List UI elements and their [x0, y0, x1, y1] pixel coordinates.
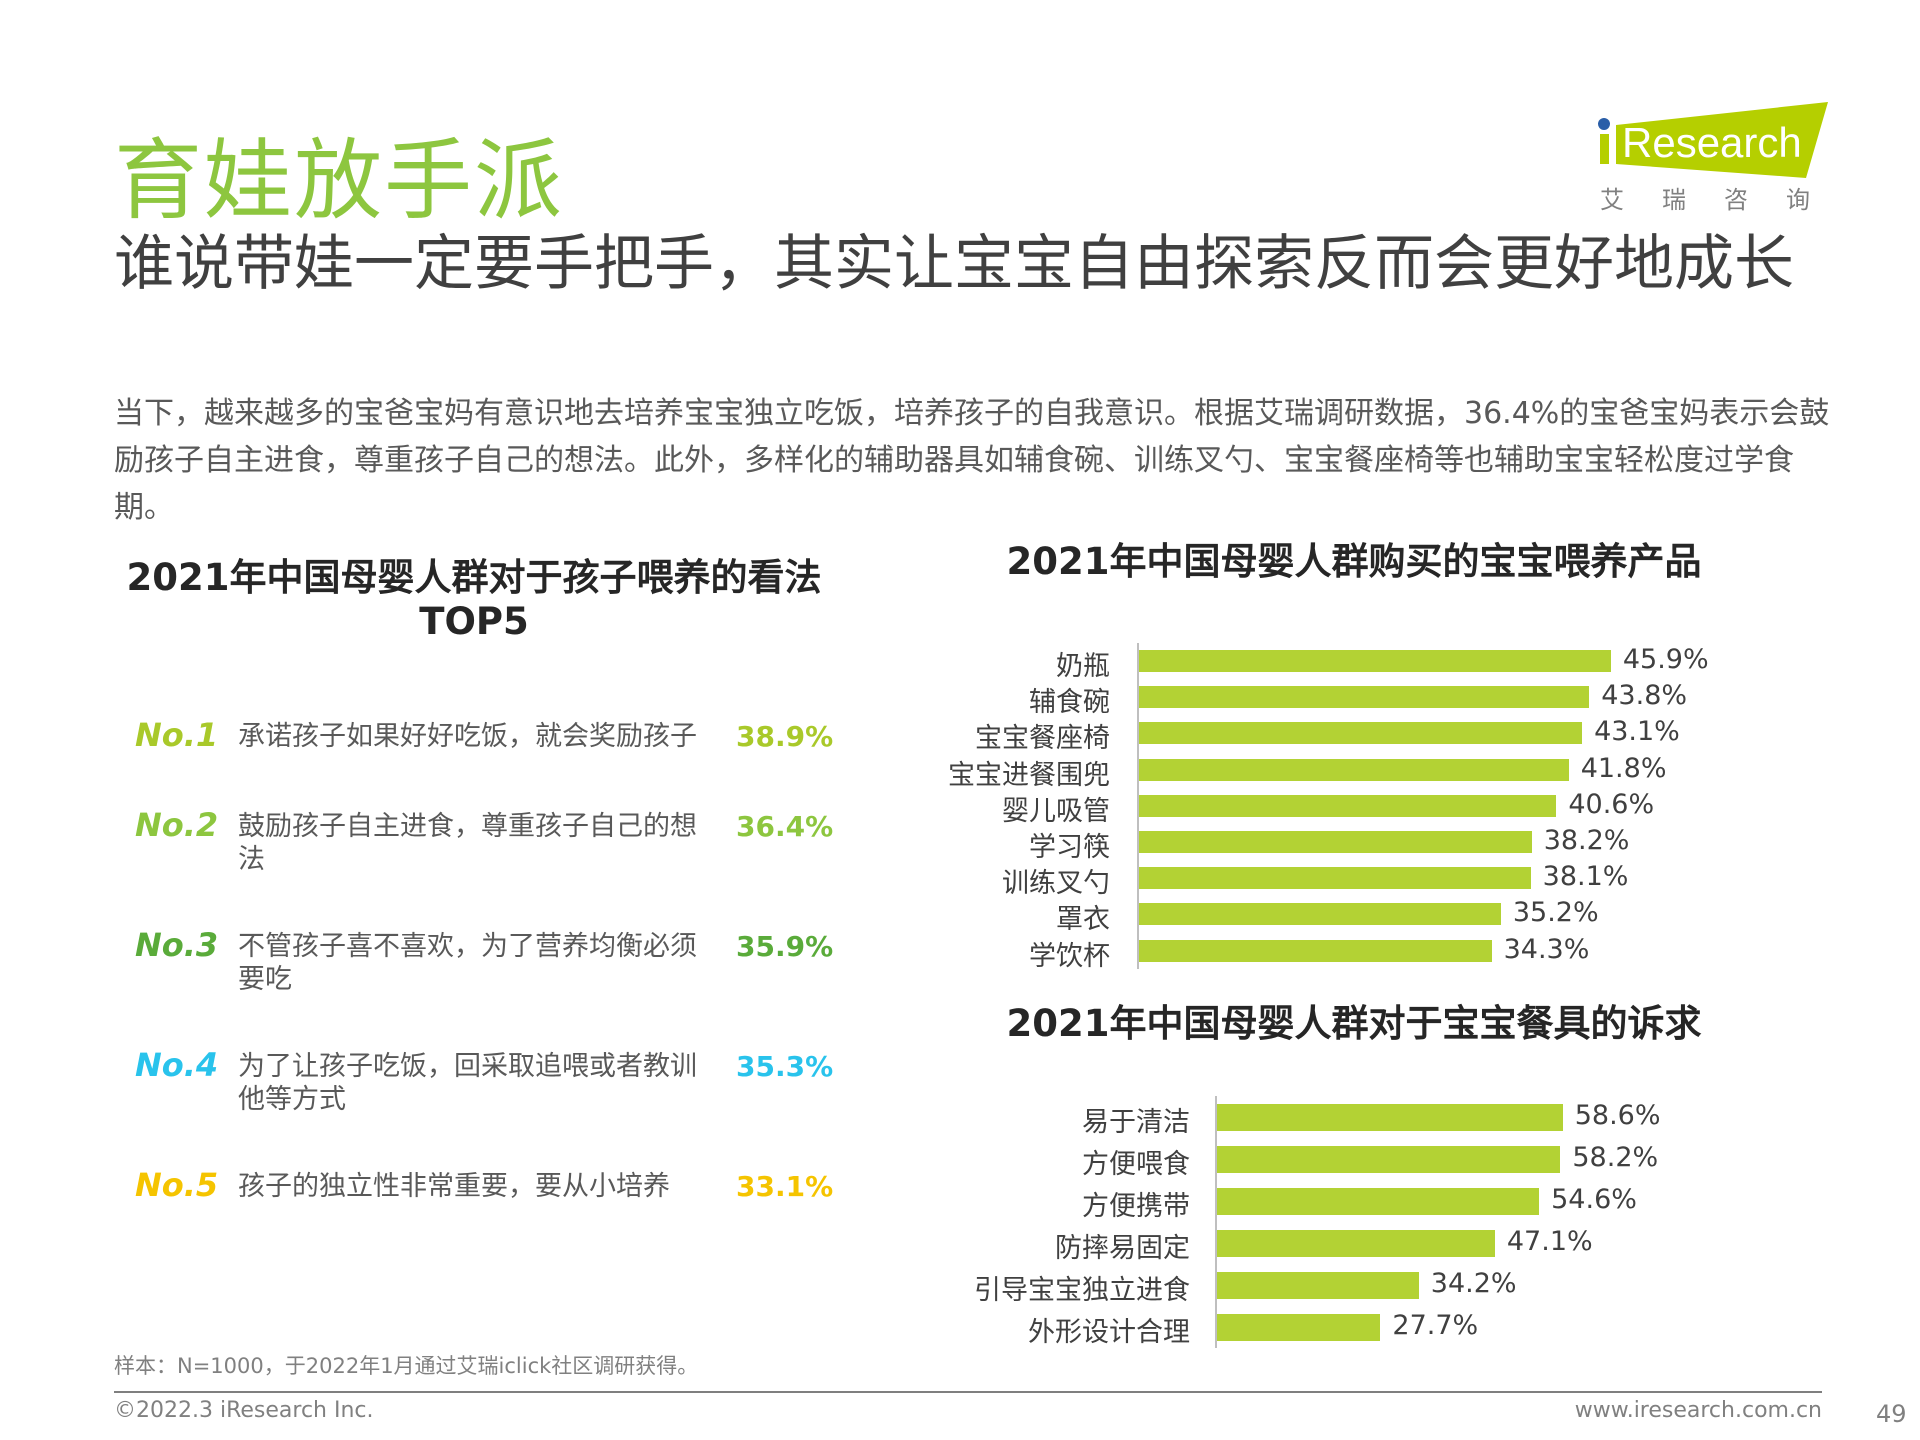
rank-label: No.5 [135, 1166, 219, 1204]
bar [1139, 794, 1557, 817]
opinion-text: 承诺孩子如果好好吃饭，就会奖励孩子 [238, 721, 697, 752]
intro-paragraph: 当下，越来越多的宝爸宝妈有意识地去培养宝宝独立吃饭，培养孩子的自我意识。根据艾瑞… [114, 396, 1830, 525]
bar [1139, 758, 1569, 781]
opinion-percent: 35.9% [736, 930, 834, 963]
category-label: 奶瓶 [1056, 651, 1110, 682]
bar [1217, 1187, 1540, 1215]
category-label: 宝宝进餐围兜 [948, 759, 1110, 791]
value-label: 38.1% [1542, 861, 1629, 893]
bar [1217, 1103, 1563, 1131]
category-label: 辅食碗 [1029, 687, 1110, 719]
sample-note: 样本：N=1000，于2022年1月通过艾瑞iclick社区调研获得。 [114, 1354, 699, 1378]
value-label: 41.8% [1580, 752, 1667, 784]
bar [1139, 903, 1501, 926]
bar [1139, 939, 1492, 962]
opinion-percent: 33.1% [736, 1170, 834, 1203]
value-label: 58.6% [1574, 1100, 1661, 1131]
bar [1217, 1145, 1561, 1173]
category-label: 外形设计合理 [1028, 1317, 1190, 1348]
chart2-axis [1215, 1096, 1217, 1348]
page-title: 育娃放手派 [114, 129, 565, 232]
category-label: 学饮杯 [1029, 940, 1110, 972]
category-label: 防摔易固定 [1055, 1233, 1190, 1264]
copyright: ©2022.3 iResearch Inc. [114, 1398, 374, 1423]
category-label: 宝宝餐座椅 [975, 723, 1110, 755]
value-label: 58.2% [1572, 1142, 1659, 1173]
iresearch-logo: Research 艾瑞咨询 [1596, 100, 1836, 220]
opinion-text: 不管孩子喜不喜欢，为了营养均衡必须要吃 [238, 931, 697, 995]
category-label: 方便喂食 [1082, 1149, 1190, 1180]
value-label: 54.6% [1551, 1184, 1637, 1215]
value-label: 43.1% [1594, 716, 1680, 748]
left-panel-title: 2021年中国母婴人群对于孩子喂养的看法TOP5 [126, 556, 822, 643]
chart1-title: 2021年中国母婴人群购买的宝宝喂养产品 [1006, 540, 1702, 583]
footer-divider [114, 1391, 1822, 1393]
chart2-title: 2021年中国母婴人群对于宝宝餐具的诉求 [1006, 1002, 1702, 1045]
value-label: 47.1% [1506, 1226, 1593, 1257]
category-label: 引导宝宝独立进食 [974, 1275, 1190, 1306]
opinion-percent: 35.3% [736, 1050, 834, 1083]
category-label: 易于清洁 [1082, 1107, 1190, 1138]
category-label: 训练叉勺 [1002, 868, 1110, 900]
category-label: 罩衣 [1056, 904, 1110, 936]
rank-label: No.4 [135, 1046, 219, 1084]
bar [1217, 1229, 1495, 1257]
value-label: 38.2% [1543, 825, 1630, 856]
value-label: 43.8% [1601, 680, 1688, 712]
bar [1217, 1313, 1381, 1341]
value-label: 34.2% [1430, 1268, 1517, 1299]
opinion-text: 鼓励孩子自主进食，尊重孩子自己的想法 [238, 811, 697, 875]
opinion-percent: 38.9% [736, 720, 834, 753]
category-label: 学习筷 [1029, 832, 1110, 863]
svg-text:Research: Research [1622, 119, 1802, 166]
value-label: 34.3% [1503, 933, 1590, 965]
bar [1139, 722, 1583, 745]
value-label: 35.2% [1512, 897, 1599, 929]
chart1-axis [1137, 642, 1139, 969]
rank-label: No.3 [135, 926, 219, 964]
bar [1139, 867, 1531, 890]
page-subtitle: 谁说带娃一定要手把手，其实让宝宝自由探索反而会更好地成长 [114, 229, 1794, 299]
bar [1217, 1271, 1419, 1299]
value-label: 40.6% [1568, 788, 1655, 820]
opinion-text: 为了让孩子吃饭，回采取追喂或者教训他等方式 [238, 1051, 697, 1115]
bar [1139, 686, 1590, 709]
value-label: 45.9% [1622, 644, 1709, 675]
bar [1139, 831, 1532, 853]
bar [1139, 650, 1611, 672]
value-label: 27.7% [1392, 1310, 1479, 1341]
svg-text:艾瑞咨询: 艾瑞咨询 [1600, 186, 1836, 214]
website-url: www.iresearch.com.cn [1574, 1398, 1822, 1423]
category-label: 婴儿吸管 [1002, 795, 1110, 827]
rank-label: No.2 [135, 806, 219, 844]
rank-label: No.1 [135, 716, 219, 754]
category-label: 方便携带 [1082, 1191, 1190, 1222]
opinion-percent: 36.4% [736, 810, 834, 843]
page-number: 49 [1876, 1400, 1907, 1428]
opinion-text: 孩子的独立性非常重要，要从小培养 [238, 1171, 670, 1202]
